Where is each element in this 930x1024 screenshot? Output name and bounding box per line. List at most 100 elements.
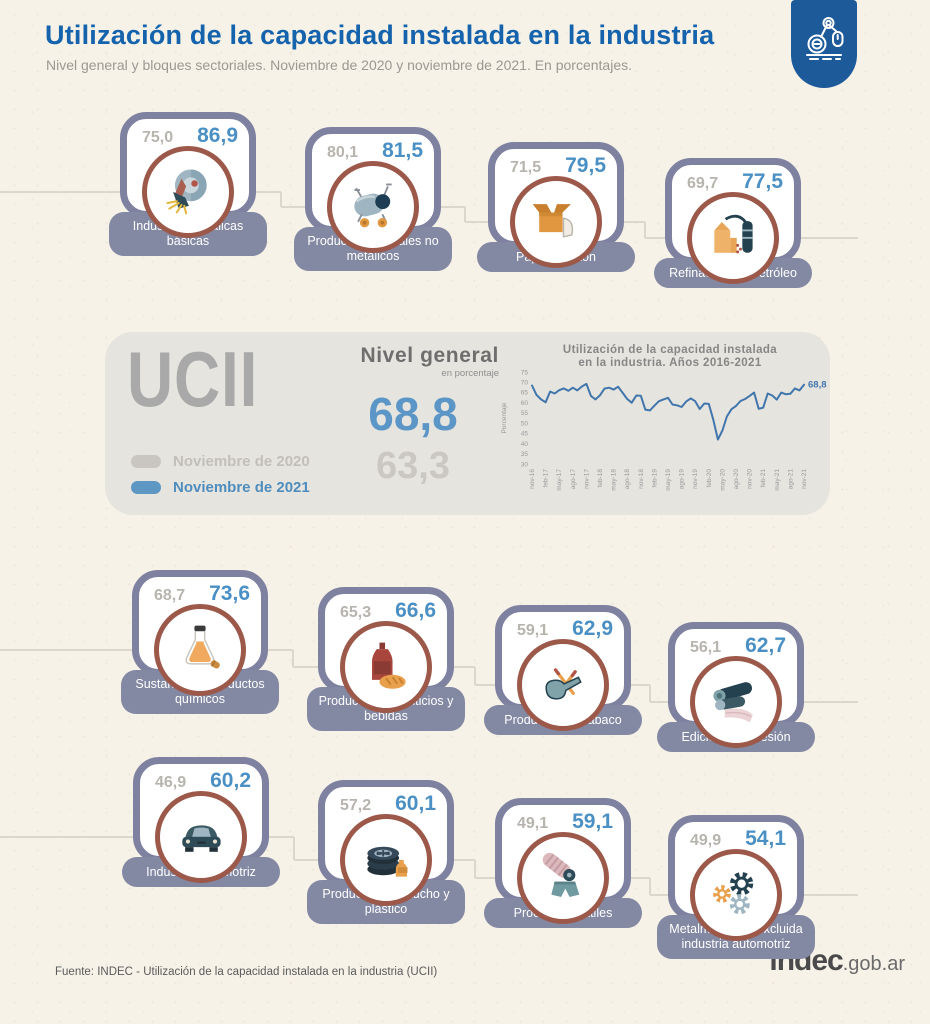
value-nov-2020: 63,3 (376, 445, 450, 487)
sector-value-2021: 81,5 (382, 139, 423, 162)
svg-text:may-19: may-19 (665, 469, 672, 491)
gears-icon (708, 865, 764, 926)
sector-card: 57,2 60,1 Productos de caucho y plástico (307, 780, 465, 924)
sector-card: 46,9 60,2 Industria automotriz (122, 757, 280, 887)
connector-line (764, 894, 858, 896)
svg-text:feb-19: feb-19 (651, 469, 658, 488)
svg-text:may-17: may-17 (556, 469, 563, 491)
sector-card: 68,7 73,6 Sustancias y productos químico… (121, 570, 279, 714)
svg-text:35: 35 (521, 451, 529, 458)
textile-icon (535, 848, 591, 909)
svg-text:nov-18: nov-18 (638, 469, 645, 489)
sector-value-2021: 73,6 (209, 582, 250, 605)
svg-text:en la industria. Años 2016-202: en la industria. Años 2016-2021 (578, 357, 761, 369)
svg-text:ago-20: ago-20 (733, 469, 740, 490)
sector-value-2021: 62,7 (745, 634, 786, 657)
legend-swatch-2021 (131, 480, 161, 494)
sector-card: 59,1 62,9 Productos del tabaco (484, 605, 642, 735)
svg-text:may-20: may-20 (719, 469, 726, 491)
legend: Noviembre de 2020 Noviembre de 2021 (131, 448, 310, 500)
sector-icon-circle (340, 814, 432, 906)
sector-card: 56,1 62,7 Edición e impresión (657, 622, 815, 752)
sector-icon-circle (687, 192, 779, 284)
connector-line (643, 222, 646, 238)
svg-text:40: 40 (521, 441, 529, 448)
legend-row-2021: Noviembre de 2021 (131, 474, 310, 500)
sector-value-2021: 62,9 (572, 617, 613, 640)
svg-text:68,8: 68,8 (808, 380, 827, 391)
cardboard-box-icon (528, 192, 584, 253)
sector-icon-circle (142, 146, 234, 238)
svg-text:30: 30 (521, 461, 529, 468)
sector-value-2020: 68,7 (154, 587, 186, 604)
sector-icon-circle (327, 161, 419, 253)
legend-row-2020: Noviembre de 2020 (131, 448, 310, 474)
connector-line (463, 207, 466, 222)
svg-text:60: 60 (521, 400, 529, 407)
sector-card: 65,3 66,6 Productos alimenticios y bebid… (307, 587, 465, 731)
sector-value-2020: 69,7 (687, 175, 719, 192)
panel-title: Nivel general (360, 344, 499, 367)
svg-text:55: 55 (521, 410, 529, 417)
svg-text:65: 65 (521, 390, 529, 397)
sector-icon-circle (510, 176, 602, 268)
svg-text:ago-19: ago-19 (679, 469, 686, 490)
sector-value-2021: 60,2 (210, 769, 251, 792)
sector-value-2020: 59,1 (517, 622, 549, 639)
connector-line (648, 685, 651, 702)
page-subtitle: Nivel general y bloques sectoriales. Nov… (46, 57, 633, 73)
sector-card: 75,0 86,9 Industrias metálicas básicas (109, 112, 267, 256)
svg-text:ago-21: ago-21 (787, 469, 794, 490)
ucii-acronym: UCII (127, 335, 259, 423)
uci-line-chart: Utilización de la capacidad instalada en … (498, 336, 828, 517)
svg-text:45: 45 (521, 431, 529, 438)
printing-roll-icon (708, 672, 764, 733)
sector-card: 80,1 81,5 Productos minerales no metálic… (294, 127, 452, 271)
source-note: Fuente: INDEC - Utilización de la capaci… (55, 966, 438, 978)
sector-card: 49,9 54,1 Metalmecánica excluida industr… (657, 815, 815, 959)
summary-band: UCII Noviembre de 2020 Noviembre de 2021… (105, 332, 830, 515)
robot-arm-icon (800, 0, 848, 69)
value-nov-2021: 68,8 (368, 388, 458, 440)
sector-card: 49,1 59,1 Productos textiles (484, 798, 642, 928)
connector-line (279, 192, 282, 207)
connector-line (0, 649, 182, 651)
svg-text:Utilización de la capacidad in: Utilización de la capacidad instalada (563, 344, 777, 356)
svg-text:feb-20: feb-20 (706, 469, 713, 488)
connector-line (473, 860, 476, 878)
svg-text:feb-18: feb-18 (597, 469, 604, 488)
sector-icon-circle (517, 832, 609, 924)
sector-value-2020: 71,5 (510, 159, 542, 176)
sector-value-2020: 57,2 (340, 797, 372, 814)
sector-value-2021: 79,5 (565, 154, 606, 177)
sector-value-2020: 80,1 (327, 144, 359, 161)
sector-card: 69,7 77,5 Refinación del petróleo (654, 158, 812, 288)
svg-text:nov-17: nov-17 (583, 469, 590, 489)
sector-value-2021: 86,9 (197, 124, 238, 147)
connector-line (0, 836, 183, 838)
sector-icon-circle (690, 656, 782, 748)
page-title: Utilización de la capacidad instalada en… (45, 20, 715, 50)
sector-value-2021: 66,6 (395, 599, 436, 622)
svg-text:feb-17: feb-17 (543, 469, 550, 488)
svg-text:ago-18: ago-18 (624, 469, 631, 490)
sector-value-2021: 60,1 (395, 792, 436, 815)
sector-icon-circle (517, 639, 609, 731)
sector-icon-circle (690, 849, 782, 941)
svg-text:feb-21: feb-21 (760, 469, 767, 488)
svg-text:ago-17: ago-17 (570, 469, 577, 490)
connector-line (761, 237, 858, 239)
connector-line (648, 878, 651, 895)
svg-text:may-21: may-21 (774, 469, 781, 491)
svg-text:75: 75 (521, 369, 529, 376)
svg-text:may-18: may-18 (611, 469, 618, 491)
tire-icon (358, 830, 414, 891)
chemical-flask-icon (172, 620, 228, 681)
sector-value-2020: 49,9 (690, 832, 722, 849)
indec-logo-badge (791, 0, 857, 88)
grinder-icon (160, 162, 216, 223)
connector-line (292, 837, 295, 860)
cement-mixer-icon (345, 177, 401, 238)
sector-value-2020: 56,1 (690, 639, 722, 656)
